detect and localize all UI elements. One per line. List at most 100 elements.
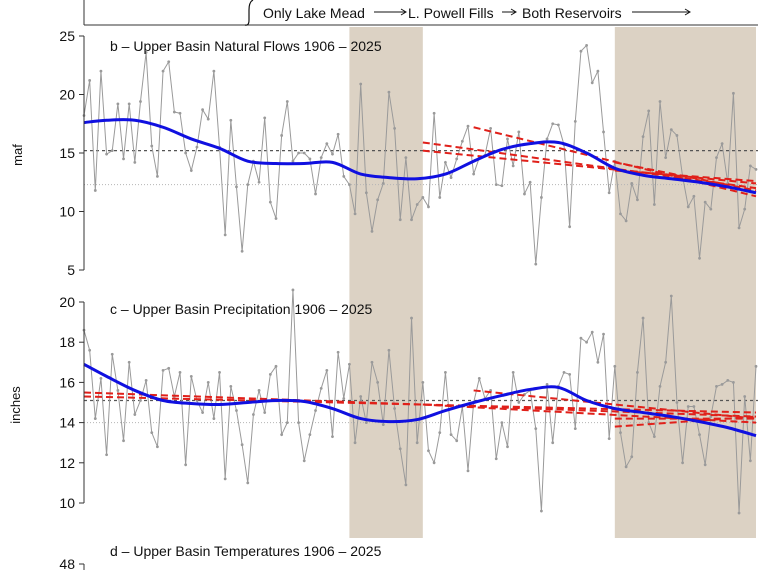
observed-point [703, 200, 707, 204]
observed-point [472, 172, 476, 176]
observed-point [206, 381, 210, 384]
panel-title: d – Upper Basin Temperatures 1906 – 2025 [110, 543, 382, 559]
observed-point [675, 401, 679, 404]
observed-point [686, 405, 690, 408]
observed-point [715, 156, 718, 160]
observed-point [116, 102, 120, 106]
observed-point [664, 156, 668, 160]
observed-point [698, 256, 701, 260]
observed-point [88, 348, 92, 352]
y-axis-label: inches [8, 386, 23, 424]
observed-point [568, 372, 572, 376]
y-tick-label: 10 [59, 495, 75, 511]
trend-line [83, 395, 757, 414]
observed-point [421, 196, 425, 199]
y-tick-label: 16 [59, 374, 75, 390]
observed-point [658, 385, 662, 388]
observed-point [274, 364, 278, 368]
observed-point [133, 413, 137, 416]
y-tick-label: 15 [59, 145, 75, 161]
era-label-lake-mead: Only Lake Mead [263, 5, 365, 21]
observed-point [585, 340, 588, 344]
observed-point [167, 366, 171, 370]
observed-point [607, 437, 611, 441]
observed-point [602, 130, 605, 134]
observed-point [364, 191, 368, 195]
observed-point [212, 69, 216, 73]
observed-point [184, 151, 188, 155]
observed-point [709, 207, 713, 211]
observed-point [438, 196, 442, 199]
observed-point [116, 389, 120, 392]
observed-point [517, 401, 521, 404]
observed-point [573, 120, 577, 123]
observed-point [568, 225, 572, 229]
y-tick-label: 25 [59, 28, 75, 44]
observed-point [348, 362, 351, 366]
observed-point [477, 376, 481, 380]
y-axis-label: maf [10, 144, 25, 166]
observed-point [252, 413, 255, 416]
observed-point [297, 421, 300, 424]
shaded-periods [349, 27, 756, 290]
observed-point [427, 205, 430, 209]
observed-point [545, 383, 549, 386]
observed-point [715, 385, 718, 388]
observed-point [218, 370, 221, 374]
observed-point [647, 109, 651, 113]
smoothed-series [83, 362, 757, 438]
observed-point [573, 427, 577, 431]
observed-point [494, 457, 498, 461]
observed-point [636, 370, 639, 374]
observed-point [602, 332, 605, 336]
observed-point [150, 144, 154, 148]
observed-point [415, 441, 419, 445]
observed-point [291, 159, 295, 163]
observed-point [201, 411, 204, 414]
y-tick-label: 20 [59, 87, 75, 103]
observed-point [133, 160, 137, 164]
y-axis: 10 12 14 16 18 20 [59, 294, 85, 511]
observed-point [410, 316, 413, 320]
observed-point [404, 483, 408, 487]
temps-panel: 48 d – Upper Basin Temperatures 1906 – 2… [59, 543, 382, 570]
observed-point [703, 463, 707, 467]
shaded-period-1 [614, 290, 756, 538]
observed-point [579, 49, 583, 53]
y-tick-label: 10 [59, 204, 75, 220]
observed-point [212, 417, 216, 420]
observed-point [325, 368, 329, 372]
observed-point [364, 421, 368, 424]
observed-point [455, 157, 459, 161]
observed-point [178, 370, 182, 374]
observed-point [732, 381, 735, 384]
observed-point [359, 82, 363, 86]
observed-point [240, 443, 244, 447]
observed-point [393, 127, 396, 130]
observed-point [105, 453, 108, 457]
observed-point [534, 427, 538, 431]
observed-point [127, 102, 131, 106]
observed-point [229, 385, 233, 388]
observed-point [624, 219, 628, 223]
observed-point [387, 348, 391, 352]
observed-point [579, 336, 583, 340]
observed-point [641, 316, 645, 320]
observed-point [156, 175, 159, 178]
observed-point [455, 439, 459, 443]
y-axis: 48 [59, 556, 85, 570]
observed-point [754, 364, 758, 368]
panel-title: c – Upper Basin Precipitation 1906 – 202… [110, 301, 372, 317]
observed-point [235, 185, 238, 189]
observed-point [562, 370, 566, 374]
arrow-3 [632, 8, 691, 16]
observed-point [523, 192, 526, 196]
observed-point [127, 360, 131, 364]
era-header: Only Lake Mead L. Powell Fills Both Rese… [83, 0, 758, 26]
observed-point [737, 511, 741, 515]
observed-point [494, 183, 498, 186]
observed-point [427, 449, 430, 453]
flows-panel: 5 10 15 20 25 b – Upper Basin Natural Flows … [10, 27, 758, 290]
observed-point [720, 383, 724, 386]
observed-point [257, 389, 261, 392]
